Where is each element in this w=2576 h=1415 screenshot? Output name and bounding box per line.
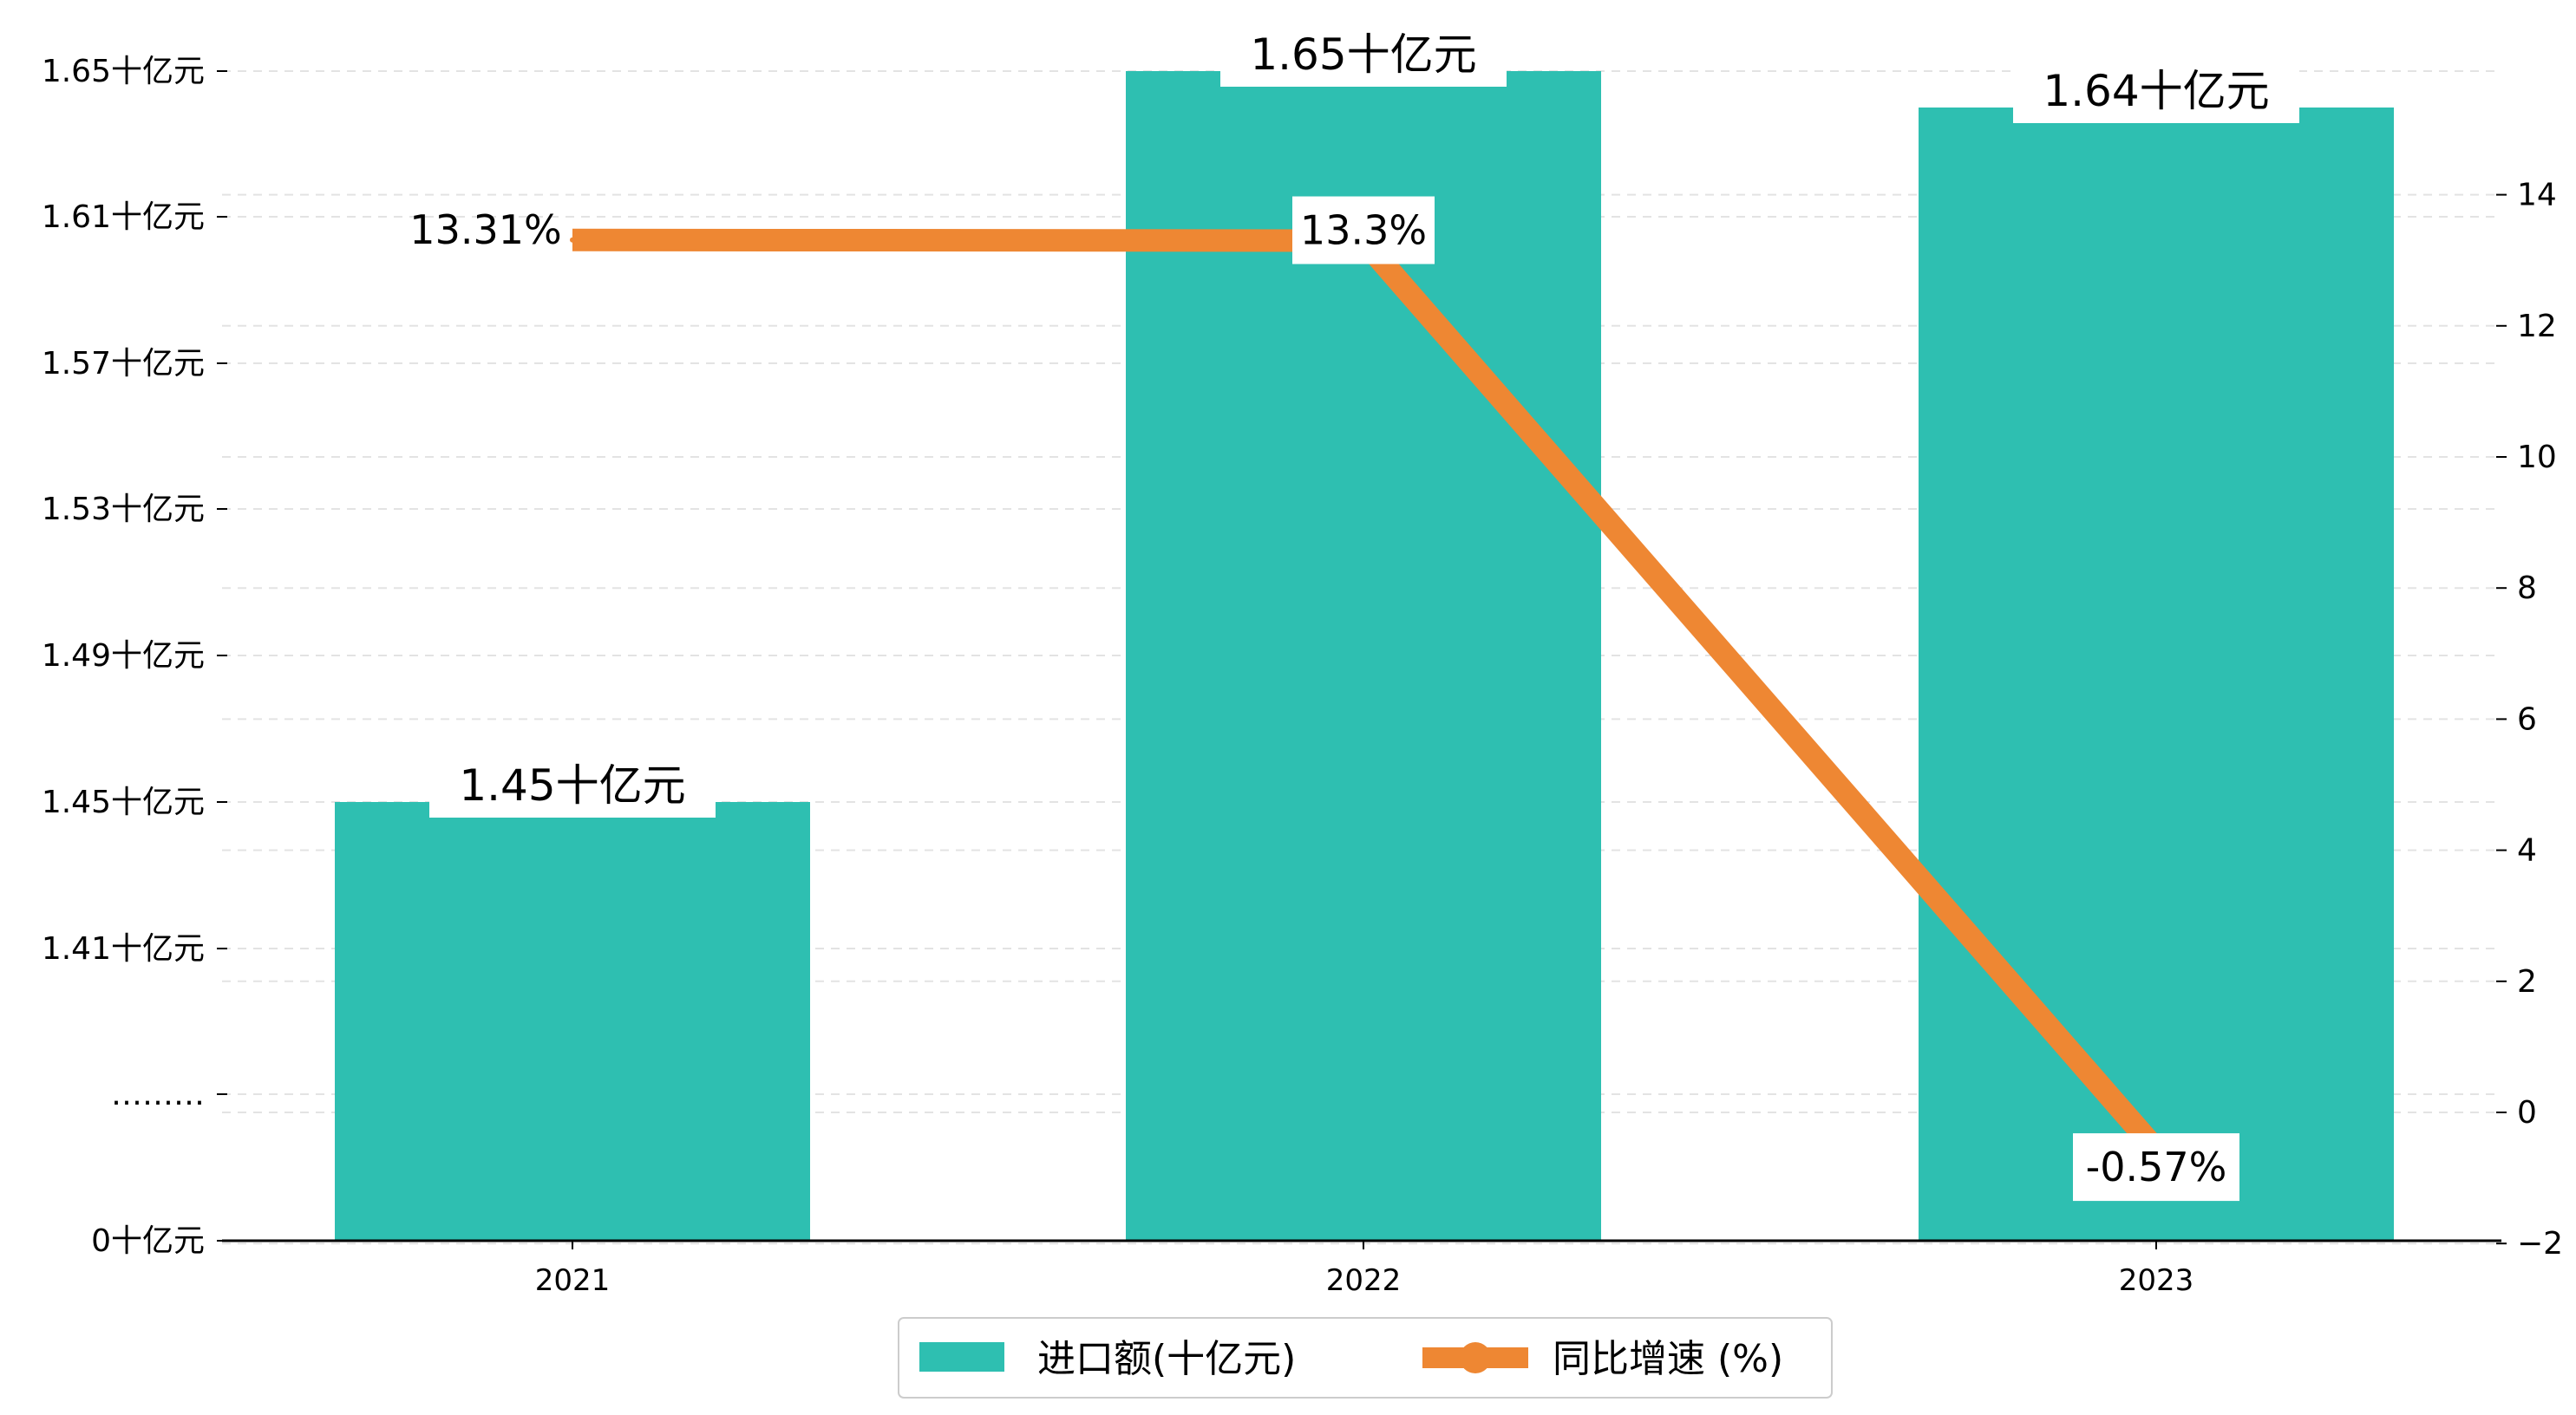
bar-label-box (2013, 62, 2299, 123)
data-labels: 1.45十亿元 1.65十亿元 1.64十亿元 13.31% 13.3% -0.57% (409, 26, 2299, 1202)
bar-2021 (335, 802, 810, 1241)
x-tick-label: 2022 (1326, 1263, 1402, 1298)
growth-value-label: -0.57% (2086, 1144, 2227, 1190)
left-tick-label: 0十亿元 (91, 1223, 205, 1259)
legend: 进口额(十亿元) 同比增速 (%) (898, 1317, 1833, 1399)
right-tick-label: 6 (2517, 701, 2537, 737)
x-tick-label: 2023 (2119, 1263, 2194, 1298)
legend-box (898, 1317, 1833, 1399)
right-tick-label: 0 (2517, 1095, 2537, 1131)
left-tick-label: ……… (111, 1077, 205, 1112)
x-tick-label: 2021 (535, 1263, 611, 1298)
left-tick-label: 1.61十亿元 (42, 199, 205, 235)
left-tick-label: 1.65十亿元 (42, 54, 205, 89)
bar-2023 (1919, 108, 2394, 1241)
left-tick-label: 1.41十亿元 (42, 931, 205, 967)
legend-bar-label: 进口额(十亿元) (1037, 1337, 1296, 1381)
axes: 2021 2022 2023 0十亿元 ……… 1.41十亿元 1.45十亿元 1.49十亿元… (42, 54, 2563, 1298)
right-tick-label: 12 (2517, 309, 2557, 344)
left-tick-label: 1.45十亿元 (42, 785, 205, 820)
left-tick-label: 1.53十亿元 (42, 492, 205, 527)
right-tick-label: 4 (2517, 833, 2537, 869)
bars (335, 71, 2394, 1241)
legend-line-marker (1460, 1342, 1491, 1373)
growth-label-box (2073, 1133, 2239, 1202)
bar-label-box (1220, 26, 1507, 87)
legend-line-label: 同比增速 (%) (1553, 1337, 1783, 1381)
growth-label-box (1292, 196, 1435, 264)
right-tick-label: 10 (2517, 440, 2557, 475)
left-tick-label: 1.57十亿元 (42, 346, 205, 381)
growth-point-2021 (570, 237, 575, 243)
left-tick-label: 1.49十亿元 (42, 638, 205, 674)
right-tick-label: 2 (2517, 964, 2537, 1000)
bar-label-box (429, 757, 716, 818)
growth-value-label: 13.3% (1300, 207, 1427, 254)
growth-value-label: 13.31% (409, 206, 561, 253)
bar-value-label: 1.65十亿元 (1250, 29, 1476, 80)
legend-bar-swatch (919, 1342, 1004, 1372)
right-tick-label: 8 (2517, 571, 2537, 606)
bar-value-label: 1.64十亿元 (2043, 66, 2269, 116)
bar-value-label: 1.45十亿元 (459, 760, 685, 811)
right-tick-label: −2 (2517, 1226, 2563, 1262)
right-tick-label: 14 (2517, 178, 2557, 213)
bar-2022 (1126, 71, 1601, 1241)
